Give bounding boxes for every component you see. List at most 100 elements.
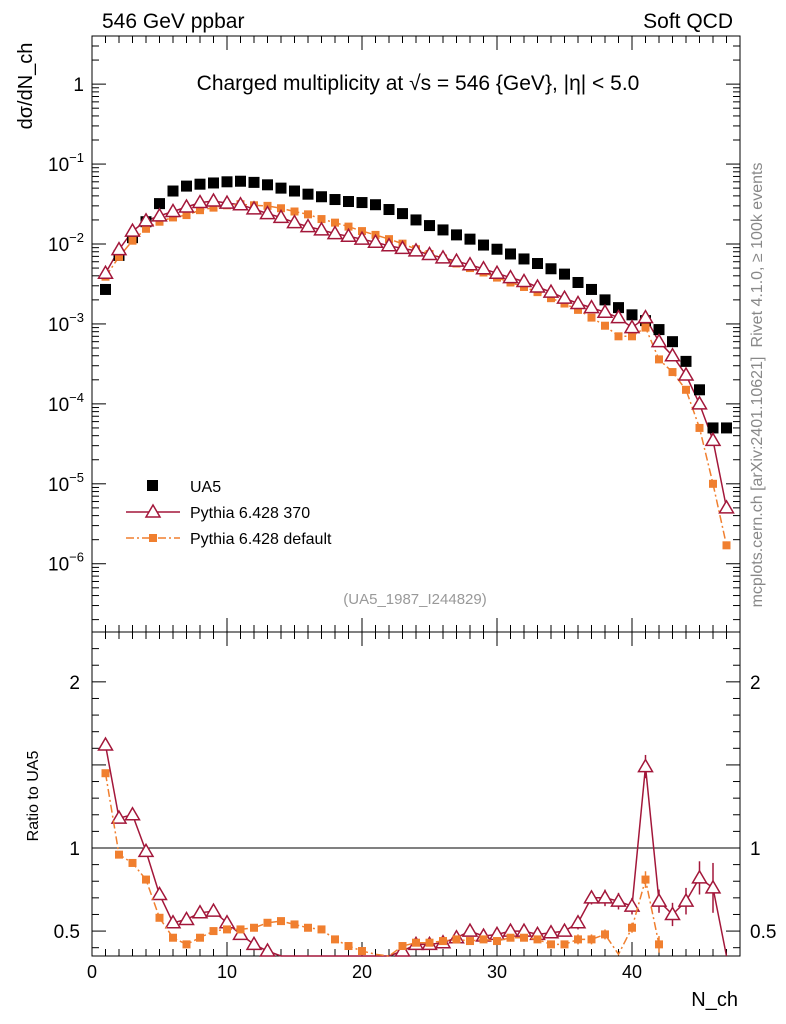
x-tick-label: 0 [87,962,97,982]
ua5-point [208,177,219,189]
pythia-370-point [367,233,384,249]
legend: UA5 Pythia 6.428 370 Pythia 6.428 defaul… [126,479,332,548]
x-tick-label: 40 [622,962,642,982]
pythia-370-point [650,333,668,348]
ratio-pythia-default-point [493,937,501,946]
ratio-pythia-default-point [466,937,474,946]
ratio-pythia-370-point [205,902,222,917]
pythia-370-point [286,214,303,229]
ua5-point [289,185,300,197]
ua5-point [154,198,165,210]
x-tick-label: 30 [487,962,507,982]
pythia-default-point [317,215,326,224]
ua5-point [424,220,435,232]
pythia-default-point [277,204,285,213]
ua5-point [356,197,368,209]
pythia-370-point [394,239,411,255]
ua5-point [680,355,692,367]
ratio-pythia-370-point [137,842,155,858]
ua5-point [221,176,233,188]
pythia-370-point [475,260,492,275]
pythia-default-point [614,332,623,341]
pythia-default-point [115,252,123,261]
analysis-id: (UA5_1987_I244829) [343,591,486,608]
ratio-pythia-default-point [263,918,272,927]
y-tick-label: 10−4 [48,390,84,416]
ratio-pythia-370-point [623,897,641,912]
pythia-default-point [655,355,663,364]
pythia-370-point [529,278,546,293]
ua5-point [437,224,449,236]
y-axis-label-group: dσ/dN_ch [15,43,37,130]
ratio-pythia-370-point [596,889,614,904]
ua5-point [316,191,327,203]
ua5-point [343,196,354,208]
ua5-point [707,422,719,434]
legend-marker-pythia-default [149,534,157,542]
pythia-370-point [205,192,222,207]
pythia-370-point [623,319,641,334]
pythia-370-point [326,225,344,240]
pythia-default-point [668,368,677,377]
ratio-pythia-default-point [142,875,150,884]
ua5-point [505,248,516,260]
ratio-pythia-370-point [556,922,573,937]
y-tick-label: 10−6 [48,550,84,576]
ratio-pythia-default-point [425,938,434,947]
y-tick-label: 10−2 [48,230,84,256]
pythia-370-point [407,242,425,257]
ratio-pythia-370-point [97,736,114,751]
pythia-default-point [290,207,299,216]
x-axis-label: N_ch [691,989,738,1011]
ua5-point [721,422,732,434]
ratio-pythia-370-point [191,904,209,919]
ratio-pythia-370-point [637,758,654,773]
pythia-default-point [587,313,596,322]
ratio-pythia-370-point [245,935,263,951]
ua5-point [653,324,665,336]
ratio-pythia-default-point [182,940,191,949]
legend-label-ua5: UA5 [190,479,221,496]
ua5-point [302,188,314,200]
ratio-axis-ticks: 0 10 20 30 40 2 2 1 1 0.5 0.5 [54,632,776,982]
ratio-pythia-370-point [124,806,141,821]
pythia-default-point [722,541,731,550]
pythia-370-point [502,269,519,284]
ratio-pythia-370-point [610,892,627,907]
legend-marker-pythia-370 [144,503,162,518]
pythia-default-point [695,423,704,432]
ratio-pythia-370-point [583,889,600,904]
ratio-pythia-default-point [209,927,218,936]
side-label-top: Rivet 4.1.0, ≥ 100k events [749,163,766,348]
ratio-pythia-default-point [479,935,488,944]
ratio-pythia-370-point [650,892,668,907]
pythia-370-point [583,299,600,314]
pythia-default-point [682,385,690,394]
ratio-pythia-370-point [704,879,722,894]
pythia-370-point [461,256,479,271]
pythia-default-point [344,222,353,231]
pythia-370-point [110,241,128,256]
pythia-default-point [628,332,636,341]
ratio-pythia-default-point [223,925,231,934]
ratio-pythia-default-point [628,923,636,932]
ua5-point [451,229,462,241]
ratio-pythia-370-point [664,905,681,921]
ratio-pythia-default-point [101,769,110,778]
pythia-370-point [542,283,560,298]
ratio-pythia-default-point [398,942,407,951]
pythia-370-point [151,207,168,222]
y-tick-label: 10−3 [48,310,84,336]
pythia-370-point [515,272,533,288]
ratio-pythia-default-point [655,940,663,949]
ua5-point [248,176,260,188]
pythia-370-point [421,245,438,261]
pythia-370-point [178,198,195,213]
y-axis-label: dσ/dN_ch [15,43,37,130]
ua5-point [491,243,503,255]
main-axis-ticks: 1 10−1 10−2 10−3 10−4 10−5 10−6 [48,35,741,632]
ua5-point [167,185,179,197]
ua5-point [100,283,111,295]
ua5-point [667,336,678,348]
